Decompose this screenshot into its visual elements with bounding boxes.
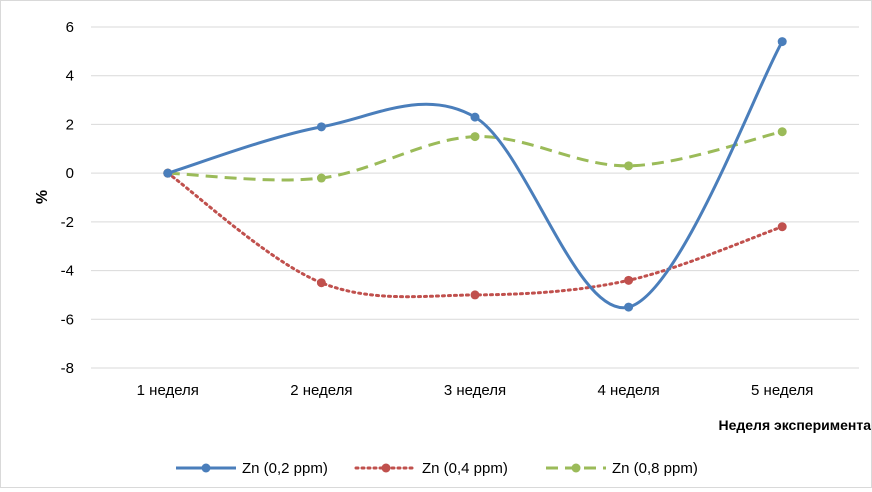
data-point: [316, 278, 326, 288]
y-tick-label: -6: [61, 311, 74, 328]
gridlines: [91, 26, 859, 369]
y-tick-label: -4: [61, 263, 74, 280]
x-tick-label: 4 неделя: [597, 382, 659, 399]
data-point: [624, 302, 634, 312]
y-tick-label: -8: [61, 360, 74, 377]
series-line: [167, 40, 784, 310]
y-tick-label: 2: [66, 116, 74, 133]
data-point: [470, 132, 480, 142]
data-point: [470, 112, 480, 122]
legend-label: Zn (0,8 ppm): [612, 460, 698, 477]
series-3: [163, 127, 787, 183]
data-point: [316, 122, 326, 132]
y-tick-label: 6: [66, 19, 74, 36]
legend-item: Zn (0,8 ppm): [546, 460, 698, 477]
data-point: [777, 127, 787, 137]
x-tick-label: 3 неделя: [444, 382, 506, 399]
series-2: [163, 168, 787, 300]
legend-swatch-marker: [571, 463, 581, 473]
x-tick-label: 5 неделя: [751, 382, 813, 399]
x-tick-label: 2 неделя: [290, 382, 352, 399]
series-1: [163, 37, 787, 312]
data-point: [624, 161, 634, 171]
data-point: [777, 222, 787, 232]
legend-item: Zn (0,2 ppm): [176, 460, 328, 477]
data-point: [163, 168, 173, 178]
legend-label: Zn (0,2 ppm): [242, 460, 328, 477]
x-axis-label: Неделя эксперимента: [718, 417, 871, 433]
x-axis-ticks: 1 неделя 2 неделя 3 неделя 4 неделя 5 неделя: [137, 382, 814, 399]
data-point: [316, 173, 326, 183]
data-point: [470, 290, 480, 300]
data-point: [624, 275, 634, 285]
x-tick-label: 1 неделя: [137, 382, 199, 399]
y-axis-ticks: 6 4 2 0 -2 -4 -6 -8: [61, 19, 74, 377]
y-tick-label: -2: [61, 214, 74, 231]
data-point: [777, 37, 787, 47]
series-group: [163, 37, 787, 312]
legend-item: Zn (0,4 ppm): [354, 460, 508, 477]
y-tick-label: 4: [66, 68, 74, 85]
y-axis-label: %: [34, 190, 51, 204]
legend-swatch-marker: [381, 463, 391, 473]
legend-label: Zn (0,4 ppm): [422, 460, 508, 477]
y-tick-label: 0: [66, 165, 74, 182]
legend-swatch-marker: [201, 463, 211, 473]
legend: Zn (0,2 ppm) Zn (0,4 ppm) Zn (0,8 ppm): [176, 460, 698, 477]
